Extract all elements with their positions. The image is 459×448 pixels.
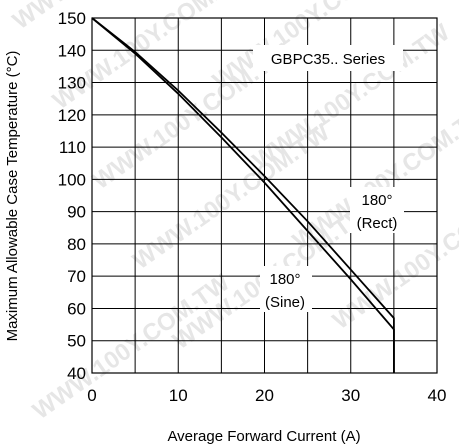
y-tick-label: 120 (58, 106, 86, 125)
watermark-text: WWW.100Y.COM.TW (28, 269, 235, 425)
y-axis-title: Maximum Allowable Case Temperature (°C) (4, 51, 21, 342)
y-tick-label: 60 (67, 299, 86, 318)
y-tick-label: 90 (67, 203, 86, 222)
rect-label-line2: (Rect) (357, 215, 398, 232)
series-label-box (253, 45, 403, 71)
x-tick-label: 40 (428, 386, 447, 405)
y-tick-label: 70 (67, 267, 86, 286)
tick-labels: 0 10 20 30 40 40 50 60 70 80 90 100 110 120 130 140 150 (58, 9, 447, 405)
sine-label-line1: 180° (269, 271, 300, 288)
series-label: GBPC35.. Series (271, 51, 385, 68)
y-tick-label: 50 (67, 332, 86, 351)
series-layer (91, 17, 395, 373)
x-tick-label: 0 (87, 386, 96, 405)
series-line-sine (91, 17, 395, 373)
y-tick-label: 110 (59, 138, 86, 157)
y-tick-label: 150 (58, 9, 86, 28)
rect-label-line1: 180° (361, 192, 392, 209)
plot-frame (91, 17, 438, 374)
x-axis-title: Average Forward Current (A) (167, 428, 360, 445)
sine-label-line2: (Sine) (265, 294, 305, 311)
y-tick-label: 80 (67, 235, 86, 254)
rect-label-box (350, 187, 404, 233)
y-tick-label: 140 (58, 41, 86, 60)
series-line-rect (91, 17, 395, 373)
x-tick-label: 10 (169, 386, 188, 405)
x-tick-label: 30 (341, 386, 360, 405)
y-tick-label: 40 (67, 364, 86, 383)
y-tick-label: 100 (58, 170, 86, 189)
x-tick-label: 20 (255, 386, 274, 405)
sine-label-box (260, 266, 312, 312)
y-tick-label: 130 (58, 74, 86, 93)
